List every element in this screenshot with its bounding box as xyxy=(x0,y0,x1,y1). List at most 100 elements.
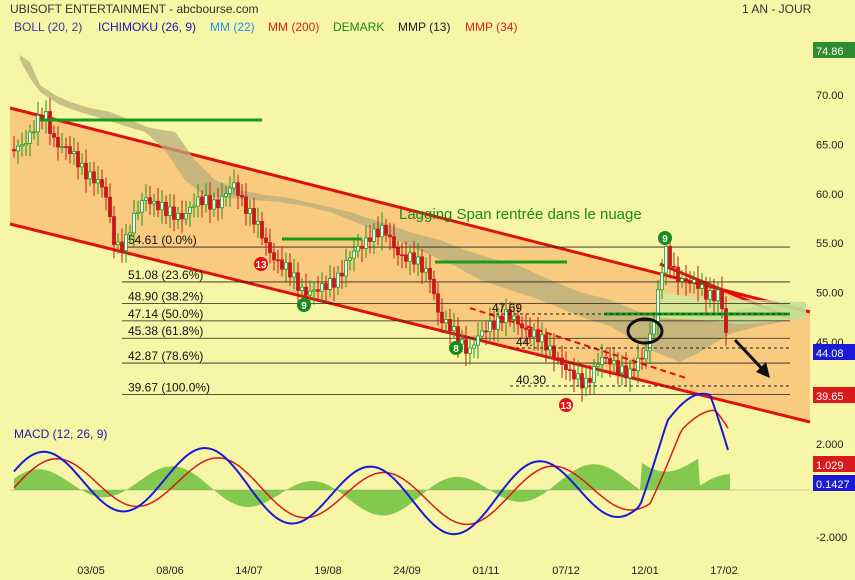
candle-body xyxy=(240,194,244,198)
candle-body xyxy=(28,131,32,144)
candle-body xyxy=(164,201,168,216)
signal-value: 1.029 xyxy=(816,460,844,472)
candle-body xyxy=(564,364,568,370)
candle-body xyxy=(244,196,248,214)
candle-body xyxy=(324,283,328,290)
candle-body xyxy=(16,145,20,152)
candle-body xyxy=(628,368,632,379)
date-tick: 12/01 xyxy=(631,565,659,577)
demark-count: 13 xyxy=(255,260,267,271)
candle-body xyxy=(380,224,384,238)
candle-body xyxy=(232,182,236,189)
candle-body xyxy=(152,200,156,205)
candle-body xyxy=(396,247,400,256)
candle-body xyxy=(460,339,464,345)
candle-body xyxy=(436,293,440,313)
candle-body xyxy=(72,151,76,154)
candle-body xyxy=(412,252,416,265)
candle-body xyxy=(92,171,96,184)
candle-body xyxy=(392,236,396,249)
candle-body xyxy=(272,252,276,261)
signal-line xyxy=(13,409,729,526)
price-tick: 65.00 xyxy=(816,139,844,151)
bottom-price-badge xyxy=(813,387,855,403)
date-tick: 14/07 xyxy=(235,565,263,577)
candle-body xyxy=(364,237,368,249)
demark-marker xyxy=(559,398,573,412)
candle-body xyxy=(368,237,372,242)
demark-marker xyxy=(658,231,672,245)
candle-body xyxy=(612,360,616,365)
candle-body xyxy=(336,272,340,288)
candle-body xyxy=(468,347,472,354)
candle-body xyxy=(180,212,184,220)
candle-body xyxy=(696,279,700,289)
date-tick: 07/12 xyxy=(552,565,580,577)
candle-body xyxy=(580,373,584,389)
price-axis: 70.0065.0060.0055.0050.0045.0074.8644.08… xyxy=(813,42,855,403)
macd-line xyxy=(13,392,729,536)
candle-body xyxy=(572,369,576,380)
date-tick: 08/06 xyxy=(156,565,184,577)
candle-body xyxy=(56,136,60,148)
candle-body xyxy=(280,259,284,270)
candle-body xyxy=(248,208,252,214)
candle-body xyxy=(480,330,484,337)
candle-body xyxy=(452,326,456,332)
candle-body xyxy=(532,329,536,338)
candle-body xyxy=(504,309,508,324)
price-tick: 50.00 xyxy=(816,288,844,300)
candle-body xyxy=(556,357,560,360)
candle-body xyxy=(616,360,620,374)
candle-body xyxy=(508,309,512,320)
candle-body xyxy=(168,206,172,216)
macd-panel xyxy=(10,392,810,536)
candle-body xyxy=(104,186,108,198)
fib-label: 51.08 (23.6%) xyxy=(128,268,203,282)
candle-body xyxy=(704,284,708,300)
candle-body xyxy=(724,308,728,333)
down-arrow xyxy=(733,338,767,374)
candle-body xyxy=(404,254,408,262)
period-label[interactable]: 1 AN - JOUR xyxy=(742,2,812,16)
candle-body xyxy=(588,378,592,383)
candle-body xyxy=(136,211,140,214)
candle-body xyxy=(720,289,724,309)
candle-body xyxy=(48,111,52,134)
candle-body xyxy=(676,266,680,282)
candle-body xyxy=(300,286,304,291)
macd-tick: 2.000 xyxy=(816,439,844,451)
current-price-badge xyxy=(813,344,855,360)
overlay-lines: 47.69 44. 40.30 13 13 9 8 9 xyxy=(40,118,790,412)
candle-body xyxy=(356,245,360,252)
macd-value-badge xyxy=(813,475,855,491)
candle-body xyxy=(680,278,684,282)
fib-label: 47.14 (50.0%) xyxy=(128,307,203,321)
top-price-label: 74.86 xyxy=(816,46,844,58)
macd-value: 0.1427 xyxy=(816,479,850,491)
candle-body xyxy=(528,329,532,338)
candle-body xyxy=(664,245,668,274)
candle-body xyxy=(660,272,664,291)
candle-body xyxy=(52,133,56,138)
macd-tick: -2.000 xyxy=(816,532,847,544)
candle-body xyxy=(196,196,200,207)
candle-body xyxy=(76,151,80,168)
legend-item: MM (22) xyxy=(210,20,255,34)
candle-body xyxy=(444,319,448,324)
candle-body xyxy=(408,252,412,262)
candle-body xyxy=(276,259,280,262)
candle-body xyxy=(260,221,264,239)
candle-body xyxy=(112,216,116,246)
candle-body xyxy=(428,268,432,280)
candle-body xyxy=(60,146,64,148)
candle-body xyxy=(584,378,588,389)
candle-body xyxy=(348,257,352,261)
candle-body xyxy=(132,212,136,234)
candle-body xyxy=(524,327,528,330)
candle-body xyxy=(360,245,364,249)
candle-body xyxy=(120,241,124,251)
candle-body xyxy=(176,212,180,220)
date-tick: 01/11 xyxy=(473,565,500,577)
candle-body xyxy=(192,205,196,208)
